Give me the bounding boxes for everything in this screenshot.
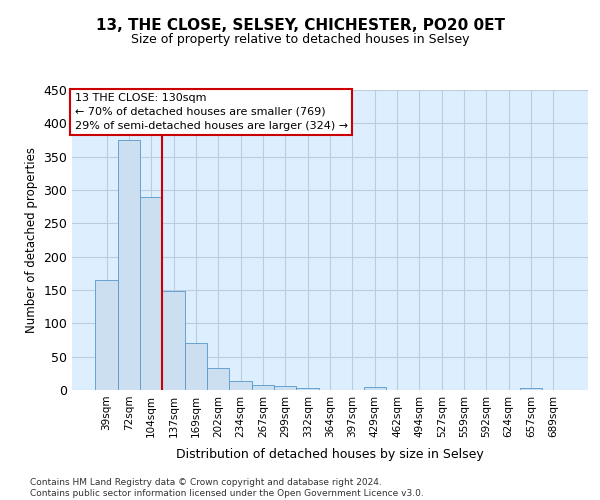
Y-axis label: Number of detached properties: Number of detached properties [25,147,38,333]
Bar [252,386,274,390]
Bar [185,344,207,390]
Bar [140,196,163,390]
Bar [296,388,319,390]
Bar [163,292,185,390]
Bar [95,280,118,390]
Text: 13, THE CLOSE, SELSEY, CHICHESTER, PO20 0ET: 13, THE CLOSE, SELSEY, CHICHESTER, PO20 … [95,18,505,32]
Bar [274,386,296,390]
Bar [207,368,229,390]
Bar [118,140,140,390]
Bar [364,388,386,390]
Bar [520,388,542,390]
Text: 13 THE CLOSE: 130sqm
← 70% of detached houses are smaller (769)
29% of semi-deta: 13 THE CLOSE: 130sqm ← 70% of detached h… [74,93,348,131]
X-axis label: Distribution of detached houses by size in Selsey: Distribution of detached houses by size … [176,448,484,461]
Bar [229,380,252,390]
Text: Size of property relative to detached houses in Selsey: Size of property relative to detached ho… [131,32,469,46]
Text: Contains HM Land Registry data © Crown copyright and database right 2024.
Contai: Contains HM Land Registry data © Crown c… [30,478,424,498]
